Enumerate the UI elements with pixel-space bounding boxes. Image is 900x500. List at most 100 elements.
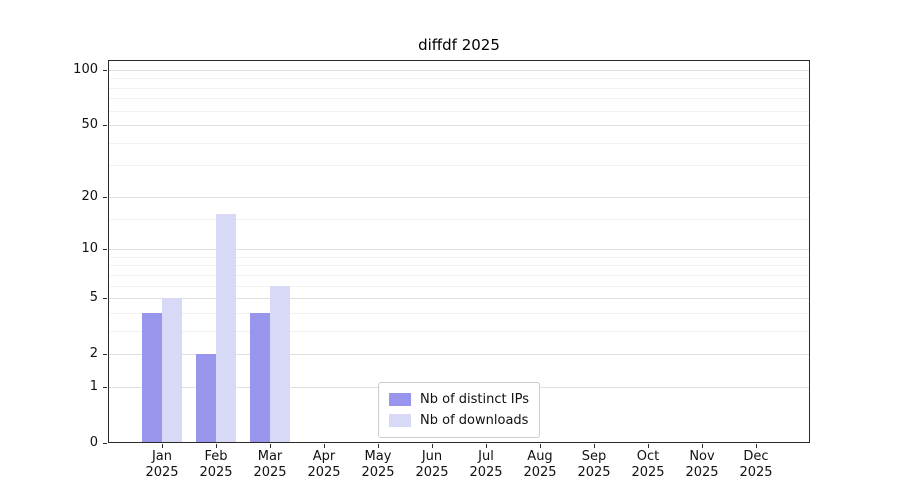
gridline-major xyxy=(108,196,810,198)
y-tick-label: 0 xyxy=(89,435,98,450)
y-tick-label: 100 xyxy=(73,61,98,77)
x-tick-year: 2025 xyxy=(631,465,665,480)
x-tick-mark xyxy=(540,444,541,448)
x-tick-month: Jul xyxy=(478,449,494,464)
y-tick-mark xyxy=(103,386,107,388)
y-tick-mark xyxy=(103,125,107,126)
x-tick-month: Dec xyxy=(743,449,769,464)
bar-downloads xyxy=(162,298,182,443)
plot-area: Nb of distinct IPs Nb of downloads xyxy=(103,60,810,448)
gridline-minor xyxy=(108,110,810,112)
gridline-major xyxy=(108,69,810,71)
x-tick-label: Oct 2025 xyxy=(621,449,675,481)
y-tick-mark xyxy=(103,249,107,251)
x-tick-label: Aug 2025 xyxy=(513,449,567,481)
gridline-minor xyxy=(108,265,810,267)
gridline-major xyxy=(108,249,810,251)
x-tick-label: Apr 2025 xyxy=(297,449,351,481)
gridline-minor xyxy=(108,165,810,167)
y-tick-mark xyxy=(103,443,107,444)
x-tick-year: 2025 xyxy=(253,465,287,480)
x-tick-month: Nov xyxy=(689,449,715,464)
x-tick-mark xyxy=(270,444,271,448)
y-tick-label: 2 xyxy=(89,346,98,362)
x-tick-label: May 2025 xyxy=(351,449,405,481)
gridline-minor xyxy=(108,312,810,314)
y-tick-label: 5 xyxy=(89,290,98,306)
x-tick-label: Sep 2025 xyxy=(567,449,621,481)
x-tick-month: Oct xyxy=(636,449,660,464)
x-tick-year: 2025 xyxy=(685,465,719,480)
x-tick-year: 2025 xyxy=(415,465,449,480)
x-tick-month: Mar xyxy=(257,449,283,464)
x-tick-year: 2025 xyxy=(469,465,503,480)
x-tick-mark xyxy=(432,444,433,448)
x-tick-year: 2025 xyxy=(523,465,557,480)
x-tick-mark xyxy=(378,444,379,448)
gridline-major xyxy=(108,125,810,126)
x-tick-mark xyxy=(216,444,217,448)
x-tick-mark xyxy=(594,444,595,448)
grid-layer xyxy=(103,60,810,448)
gridline-minor xyxy=(108,274,810,276)
y-tick-label: 1 xyxy=(89,378,98,394)
x-tick-month: Jan xyxy=(151,449,173,464)
x-tick-mark xyxy=(162,444,163,448)
x-tick-mark xyxy=(648,444,649,448)
x-tick-mark xyxy=(324,444,325,448)
x-tick-month: Feb xyxy=(204,449,228,464)
x-tick-year: 2025 xyxy=(307,465,341,480)
y-tick-mark xyxy=(103,298,107,300)
x-tick-label: Jul 2025 xyxy=(459,449,513,481)
x-tick-month: Jun xyxy=(421,449,443,464)
x-tick-year: 2025 xyxy=(739,465,773,480)
bar-downloads xyxy=(270,285,290,443)
x-tick-label: Mar 2025 xyxy=(243,449,297,481)
legend: Nb of distinct IPs Nb of downloads xyxy=(378,382,540,438)
gridline-minor xyxy=(108,218,810,220)
x-tick-label: Nov 2025 xyxy=(675,449,729,481)
x-tick-label: Jun 2025 xyxy=(405,449,459,481)
x-tick-month: Apr xyxy=(312,449,336,464)
gridline-minor xyxy=(108,78,810,80)
x-tick-year: 2025 xyxy=(199,465,233,480)
x-tick-month: May xyxy=(364,449,392,464)
legend-item-downloads: Nb of downloads xyxy=(389,410,529,431)
bar-distinct-ips xyxy=(142,312,162,443)
gridline-minor xyxy=(108,330,810,332)
y-tick-label: 10 xyxy=(81,241,98,257)
gridline-minor xyxy=(108,285,810,287)
x-tick-year: 2025 xyxy=(145,465,179,480)
y-tick-mark xyxy=(103,69,107,71)
gridline-minor xyxy=(108,87,810,89)
y-tick-mark xyxy=(103,196,107,198)
x-tick-label: Jan 2025 xyxy=(135,449,189,481)
x-tick-month: Aug xyxy=(527,449,553,464)
legend-label: Nb of downloads xyxy=(420,413,529,428)
x-tick-mark xyxy=(756,444,757,448)
legend-swatch xyxy=(389,393,412,406)
bar-downloads xyxy=(216,213,236,443)
gridline-minor xyxy=(108,256,810,258)
x-tick-label: Dec 2025 xyxy=(729,449,783,481)
legend-label: Nb of distinct IPs xyxy=(420,392,529,407)
x-tick-mark xyxy=(702,444,703,448)
legend-item-distinct-ips: Nb of distinct IPs xyxy=(389,389,529,410)
y-tick-label: 50 xyxy=(81,117,98,132)
chart-title: diffdf 2025 xyxy=(418,36,500,54)
x-tick-month: Sep xyxy=(581,449,607,464)
bar-distinct-ips xyxy=(250,312,270,443)
x-tick-year: 2025 xyxy=(361,465,395,480)
gridline-major xyxy=(108,298,810,300)
y-tick-mark xyxy=(103,354,107,356)
y-tick-label: 20 xyxy=(81,188,98,204)
x-tick-label: Feb 2025 xyxy=(189,449,243,481)
gridline-minor xyxy=(108,142,810,144)
x-tick-mark xyxy=(486,444,487,448)
legend-swatch xyxy=(389,414,412,427)
x-tick-year: 2025 xyxy=(577,465,611,480)
bar-distinct-ips xyxy=(196,354,216,443)
gridline-major xyxy=(108,354,810,356)
gridline-minor xyxy=(108,98,810,100)
